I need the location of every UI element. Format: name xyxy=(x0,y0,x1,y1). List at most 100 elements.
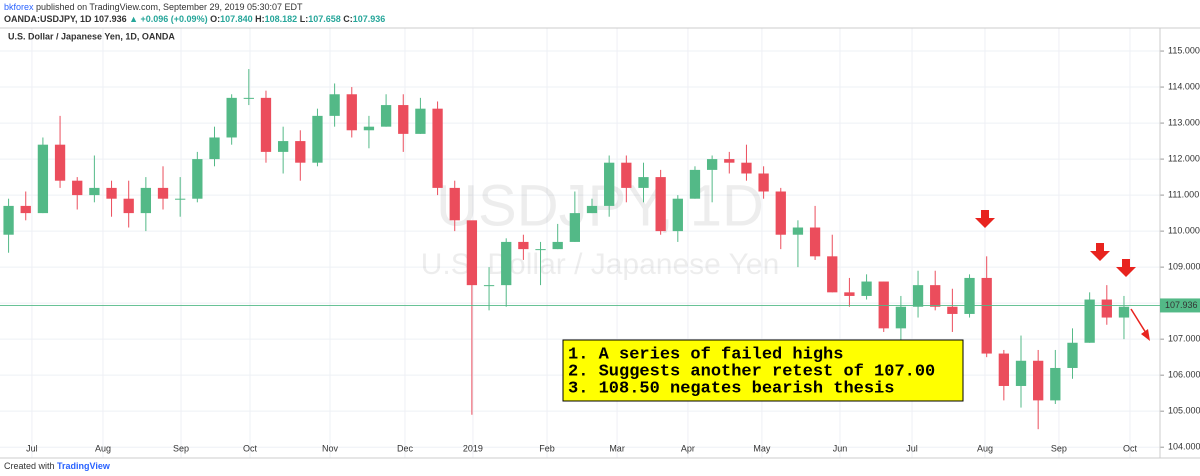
candle-body xyxy=(741,162,752,174)
candle-body xyxy=(878,281,889,329)
candle-body xyxy=(54,144,66,181)
candle-body xyxy=(106,187,117,199)
candle-body xyxy=(535,249,546,251)
symbol: OANDA:USDJPY, 1D xyxy=(4,14,92,24)
candle-body xyxy=(1101,299,1112,318)
candle-body xyxy=(1084,299,1095,343)
candle-body xyxy=(689,169,701,199)
footer: Created with TradingView xyxy=(4,461,111,471)
candle-body xyxy=(912,285,924,307)
x-tick-label: Oct xyxy=(1123,443,1138,453)
candle-body xyxy=(157,187,169,199)
candle-body xyxy=(398,105,409,134)
candle-body xyxy=(1015,360,1027,386)
candle-body xyxy=(295,141,306,163)
trend-arrow xyxy=(1130,308,1147,334)
y-tick-label: 109.000 xyxy=(1168,262,1200,272)
o: 107.840 xyxy=(220,14,253,24)
candles xyxy=(3,69,1130,430)
last: 107.936 xyxy=(94,14,127,24)
trend-arrow-head xyxy=(1141,329,1150,341)
y-tick-label: 114.000 xyxy=(1168,81,1200,91)
candle-body xyxy=(844,292,855,296)
publish-line: bkforex published on TradingView.com, Se… xyxy=(4,2,303,12)
candle-body xyxy=(72,180,83,196)
arrows xyxy=(975,210,1150,341)
watermark-subtitle: U.S. Dollar / Japanese Yen xyxy=(421,248,780,281)
candle-body xyxy=(672,198,683,232)
candle-body xyxy=(552,241,563,250)
watermark: USDJPY, 1D xyxy=(436,173,764,238)
candle-body xyxy=(123,198,134,214)
annotation-box xyxy=(562,339,964,402)
x-tick-label: Jul xyxy=(906,443,918,453)
candle-body xyxy=(895,306,907,329)
candle-body xyxy=(1067,342,1078,368)
candle-body xyxy=(638,177,649,188)
candle-body xyxy=(930,285,941,307)
candle-body xyxy=(501,241,512,286)
x-tick-label: Apr xyxy=(681,443,695,453)
x-tick-label: 2019 xyxy=(463,443,483,453)
price-label: 107.936 xyxy=(1165,300,1198,310)
ohlc-line: OANDA:USDJPY, 1D 107.936 ▲ +0.096 (+0.09… xyxy=(4,14,385,24)
candle-body xyxy=(518,241,529,250)
candle-body xyxy=(243,97,254,99)
change: ▲ +0.096 (+0.09%) xyxy=(129,14,207,24)
overlay: 107.936 xyxy=(0,298,1200,313)
candle-body xyxy=(1118,306,1130,318)
footer-prefix: Created with xyxy=(4,461,55,471)
candle-body xyxy=(140,187,152,214)
down-arrow xyxy=(1116,259,1136,277)
candle-body xyxy=(827,256,838,293)
candle-body xyxy=(758,173,769,192)
candle-body xyxy=(1033,360,1044,401)
candle-body xyxy=(3,205,14,235)
y-tick-label: 107.000 xyxy=(1168,334,1200,344)
candle-body xyxy=(260,97,272,152)
candle-body xyxy=(655,177,666,232)
candle-body xyxy=(175,198,186,200)
x-tick-label: Oct xyxy=(243,443,258,453)
candle-body xyxy=(947,306,958,314)
footer-brand[interactable]: TradingView xyxy=(57,461,111,471)
candle-body xyxy=(466,220,478,286)
price-label-box xyxy=(1160,298,1200,313)
annotation: 3. 108.50 negates bearish thesis xyxy=(568,379,894,398)
o-label: O: xyxy=(210,14,220,24)
candle-body xyxy=(20,205,31,214)
y-tick-label: 104.000 xyxy=(1168,442,1200,452)
y-tick-label: 115.000 xyxy=(1168,45,1200,55)
c-label: C: xyxy=(343,14,353,24)
candle-body xyxy=(981,277,992,354)
candle-body xyxy=(809,227,821,257)
candle-body xyxy=(329,94,340,116)
h-label: H: xyxy=(255,14,265,24)
x-tick-label: Aug xyxy=(95,443,111,453)
candle-body xyxy=(775,191,786,235)
candle-body xyxy=(415,108,426,134)
candle-body xyxy=(209,137,220,160)
l-label: L: xyxy=(300,14,309,24)
x-tick-label: Mar xyxy=(609,443,625,453)
candle-body xyxy=(37,144,49,214)
y-tick-label: 112.000 xyxy=(1168,153,1200,163)
h: 108.182 xyxy=(265,14,298,24)
l: 107.658 xyxy=(308,14,341,24)
candle-body xyxy=(569,213,580,242)
annotation: 1. A series of failed highs xyxy=(568,345,843,364)
candle-body xyxy=(192,159,203,199)
candle-body xyxy=(1050,367,1061,401)
candle-body xyxy=(363,126,375,131)
author[interactable]: bkforex xyxy=(4,2,34,12)
x-tick-label: May xyxy=(753,443,771,453)
candle-body xyxy=(792,227,804,235)
down-arrow xyxy=(1090,243,1110,261)
candle-body xyxy=(724,159,735,163)
annotation: 2. Suggests another retest of 107.00 xyxy=(568,362,935,381)
published: published on TradingView.com, September … xyxy=(36,2,303,12)
candle-body xyxy=(861,281,872,296)
chart-title: U.S. Dollar / Japanese Yen, 1D, OANDA xyxy=(8,31,175,41)
candle-body xyxy=(226,97,237,138)
